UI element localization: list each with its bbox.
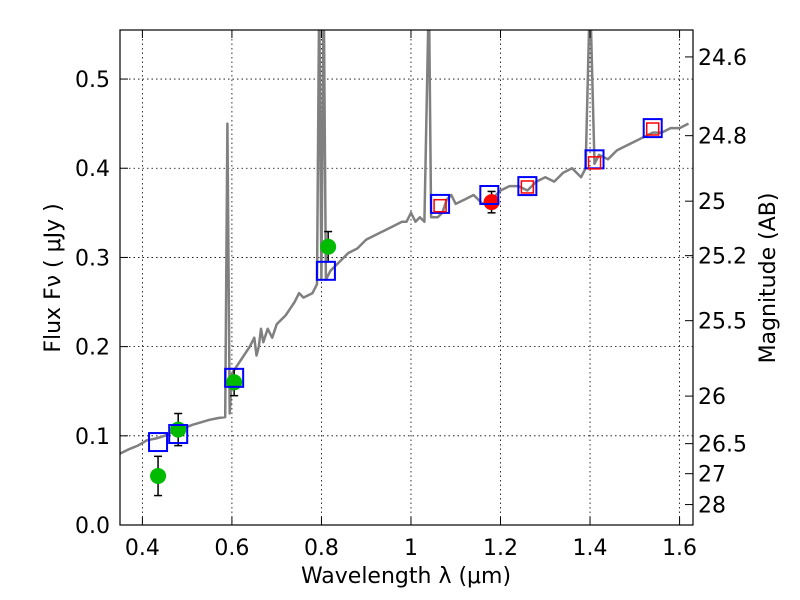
model-point-inner: [587, 156, 602, 170]
x-tick-label: 1.2: [483, 536, 518, 561]
mag-tick-label: 25.5: [698, 310, 747, 335]
model-point: [430, 193, 451, 214]
data-markers: [148, 118, 663, 497]
model-spectrum-layer: [120, 30, 690, 455]
y-tick-label: 0.2: [75, 336, 110, 361]
x-tick-label: 0.4: [125, 536, 160, 561]
x-tick-label: 0.6: [214, 536, 249, 561]
x-tick-label: 1.4: [573, 536, 608, 561]
data-point: [170, 421, 187, 438]
model-point: [224, 367, 245, 388]
y-tick-label: 0.5: [75, 68, 110, 93]
y-axis-right-label: Magnitude (AB): [756, 193, 781, 364]
model-point: [642, 118, 663, 139]
y-tick-label: 0.4: [75, 157, 110, 182]
model-point-inner: [645, 122, 660, 136]
mag-tick-label: 27: [698, 463, 726, 488]
data-point: [226, 374, 243, 391]
data-point: [150, 467, 167, 484]
axis-ticks: 0.4 0.6 0.8 1 1.2 1.4 1.6 0.0 0.1 0.2 0.3 0.4 0.5 24.…: [75, 30, 747, 561]
x-tick-label: 1: [404, 536, 418, 561]
y-tick-label: 0.0: [75, 514, 110, 539]
data-point: [483, 194, 500, 211]
model-point: [315, 260, 336, 281]
mag-tick-label: 24.6: [698, 46, 747, 71]
mag-tick-label: 24.8: [698, 125, 747, 150]
mag-tick-label: 25.2: [698, 245, 747, 270]
model-point: [517, 176, 538, 197]
x-axis-label: Wavelength λ (μm): [301, 564, 511, 589]
model-point: [479, 185, 500, 205]
mag-tick-label: 26: [698, 385, 726, 410]
mag-tick-label: 25: [698, 190, 726, 215]
model-point-inner: [520, 180, 535, 194]
x-tick-label: 0.8: [304, 536, 339, 561]
x-tick-label: 1.6: [662, 536, 697, 561]
plot-frame: [119, 29, 694, 526]
mag-tick-label: 28: [698, 494, 726, 519]
mag-tick-label: 26.5: [698, 433, 747, 458]
model-spectrum-line: [120, 30, 690, 455]
model-point-inner: [433, 198, 447, 213]
data-point: [320, 238, 337, 255]
y-tick-label: 0.3: [75, 246, 110, 271]
y-tick-label: 0.1: [75, 425, 110, 450]
model-point: [148, 432, 169, 453]
model-point: [168, 424, 189, 445]
y-axis-label: Flux Fν ( μJy ): [41, 203, 66, 352]
